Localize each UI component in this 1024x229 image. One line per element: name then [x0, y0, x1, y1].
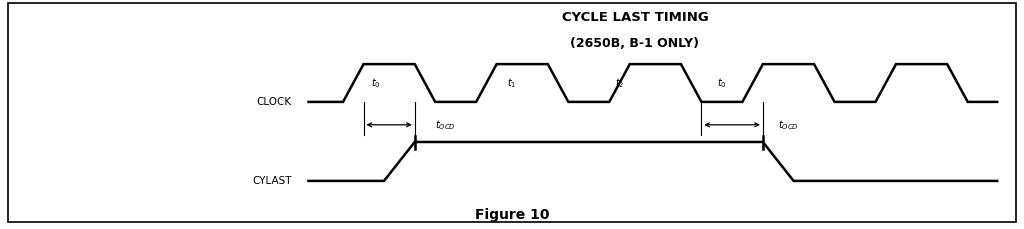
Text: $t_{OCD}$: $t_{OCD}$ [435, 118, 456, 132]
Text: $t_0$: $t_0$ [717, 77, 726, 90]
Text: CYCLE LAST TIMING: CYCLE LAST TIMING [561, 11, 709, 25]
Text: Figure 10: Figure 10 [475, 208, 549, 222]
Text: (2650B, B-1 ONLY): (2650B, B-1 ONLY) [570, 37, 699, 50]
Text: $t_{OCD}$: $t_{OCD}$ [778, 118, 799, 132]
Text: CLOCK: CLOCK [257, 97, 292, 107]
Text: $t_0$: $t_0$ [371, 77, 380, 90]
Text: CYLAST: CYLAST [252, 176, 292, 186]
Text: $t_1$: $t_1$ [507, 77, 517, 90]
Text: $t_2$: $t_2$ [614, 77, 625, 90]
